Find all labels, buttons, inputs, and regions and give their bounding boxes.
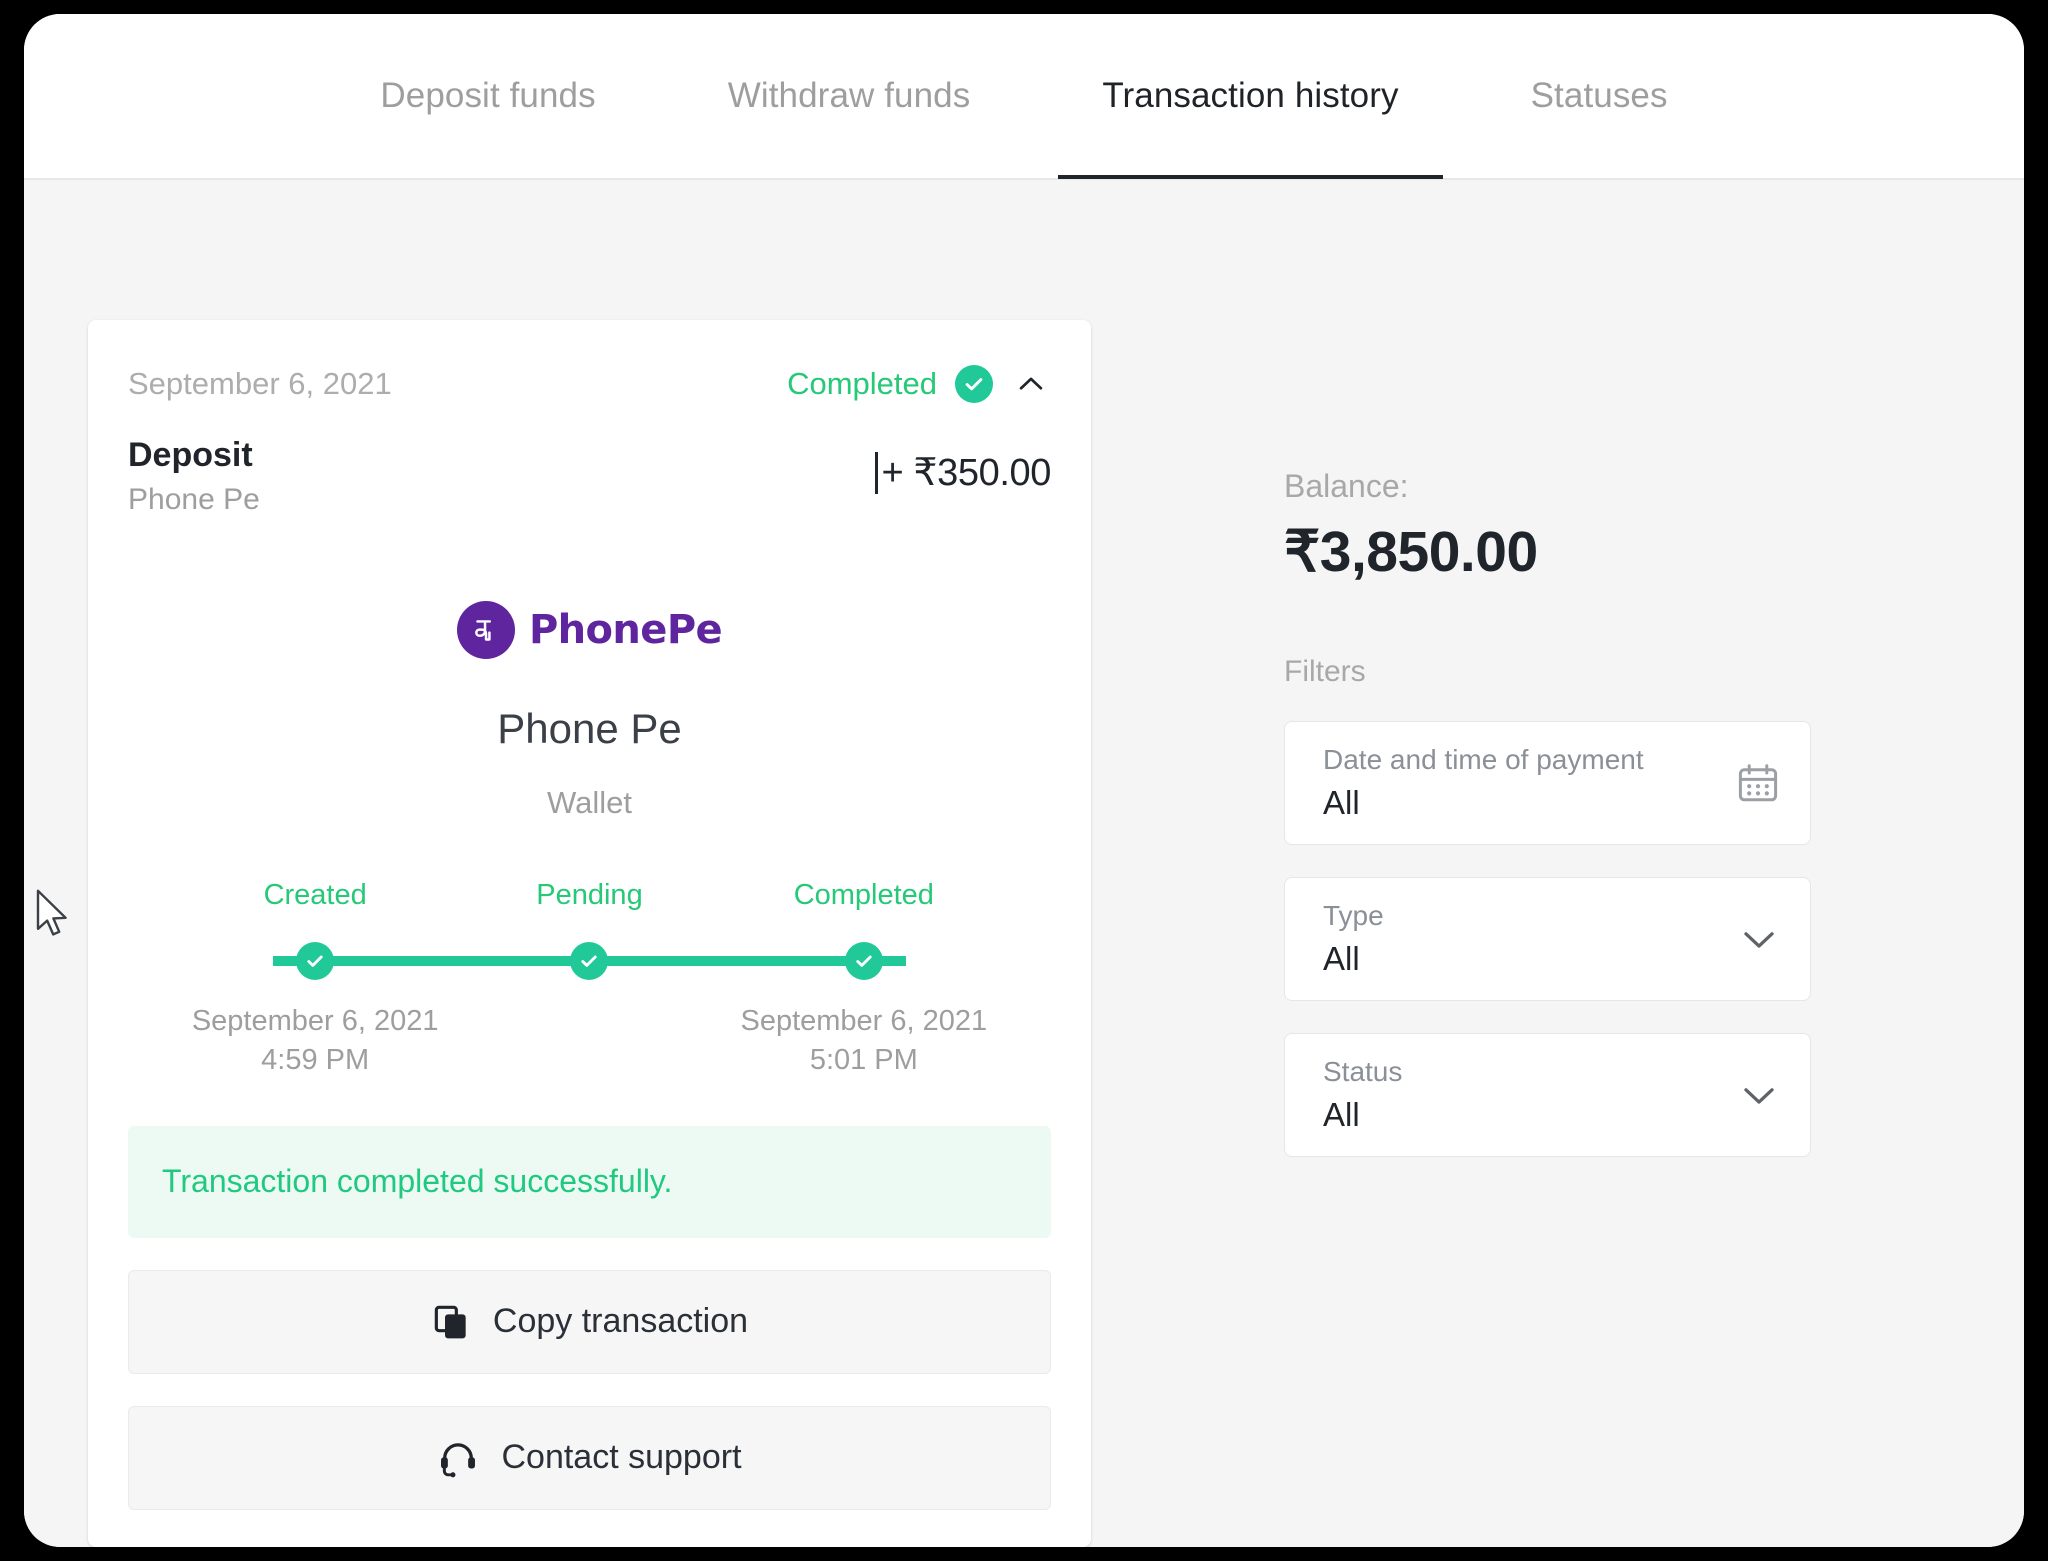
headset-icon — [437, 1437, 479, 1479]
timeline-node-cell — [727, 941, 1001, 980]
balance-label: Balance: — [1284, 468, 1409, 504]
filter-type[interactable]: Type All — [1284, 877, 1811, 1001]
filter-texts: Date and time of payment All — [1323, 743, 1644, 822]
timeline-step-label: Completed — [793, 878, 934, 911]
timeline-step-date: September 6, 2021 — [740, 1004, 988, 1037]
transaction-type: Deposit — [128, 436, 253, 474]
contact-support-button[interactable]: Contact support — [128, 1405, 1051, 1510]
tab-withdraw-funds[interactable]: Withdraw funds — [684, 14, 1015, 179]
timeline-check-icon — [844, 941, 883, 980]
timeline-node-cell — [178, 941, 452, 980]
transaction-type-block: Deposit Phone Pe — [128, 434, 260, 517]
transaction-header: September 6, 2021 Completed — [128, 360, 1051, 408]
filter-label: Status — [1323, 1056, 1403, 1088]
copy-icon — [431, 1302, 471, 1342]
transaction-list-column: September 6, 2021 Completed Deposit — [24, 180, 1239, 1547]
timeline-track — [178, 941, 1001, 980]
tab-deposit-funds[interactable]: Deposit funds — [336, 14, 639, 179]
tab-transaction-history[interactable]: Transaction history — [1058, 14, 1443, 179]
filters-label: Filters — [1284, 655, 1366, 688]
timeline-step-date: September 6, 2021 — [191, 1004, 439, 1037]
page-body: September 6, 2021 Completed Deposit — [24, 180, 2024, 1547]
filter-texts: Status All — [1323, 1055, 1402, 1134]
transaction-date: September 6, 2021 — [128, 366, 392, 401]
tab-label: Statuses — [1530, 76, 1668, 115]
timeline-nodes — [178, 941, 1001, 980]
calendar-icon[interactable] — [1734, 759, 1782, 807]
tab-statuses[interactable]: Statuses — [1487, 14, 1712, 179]
filter-label: Date and time of payment — [1323, 744, 1644, 776]
timeline-check-icon — [296, 941, 335, 980]
filter-label: Type — [1323, 900, 1384, 932]
sidebar-panel: Balance: ₹3,850.00 Filters Date and time… — [1239, 180, 2024, 1547]
copy-transaction-button[interactable]: Copy transaction — [128, 1269, 1051, 1374]
transaction-amount-wrap: + ₹350.00 — [875, 450, 1051, 495]
success-banner: Transaction completed successfully. — [128, 1125, 1051, 1238]
phonepe-mark-icon — [456, 600, 515, 659]
tab-bar: Deposit funds Withdraw funds Transaction… — [24, 14, 2024, 180]
timeline-step-label: Created — [263, 878, 367, 911]
copy-transaction-label: Copy transaction — [492, 1302, 749, 1341]
filter-date-and-time[interactable]: Date and time of payment All — [1284, 721, 1811, 845]
timeline-labels: Created Pending Completed — [178, 879, 1001, 912]
filter-texts: Type All — [1323, 899, 1384, 978]
chevron-down-icon[interactable] — [1736, 1072, 1782, 1118]
timeline-check-icon — [570, 941, 609, 980]
transaction-method: Phone Pe — [128, 482, 260, 516]
status-badge: Completed — [787, 366, 937, 401]
transaction-status: Completed — [787, 364, 1051, 404]
check-circle-icon — [955, 365, 993, 403]
transaction-summary: Deposit Phone Pe + ₹350.00 — [128, 434, 1051, 517]
transaction-amount: + ₹350.00 — [881, 452, 1051, 494]
transaction-timeline: Created Pending Completed — [128, 879, 1051, 1080]
timeline-node-cell — [452, 941, 726, 980]
timeline-step-time: 5:01 PM — [809, 1043, 918, 1076]
filter-status[interactable]: Status All — [1284, 1033, 1811, 1157]
contact-support-label: Contact support — [501, 1438, 742, 1477]
timeline-timestamp — [452, 1002, 726, 1080]
tab-label: Transaction history — [1102, 76, 1399, 115]
transaction-card[interactable]: September 6, 2021 Completed Deposit — [88, 320, 1091, 1547]
success-message: Transaction completed successfully. — [162, 1163, 673, 1200]
filter-value: All — [1323, 784, 1360, 821]
timeline-timestamp: September 6, 2021 5:01 PM — [727, 1002, 1001, 1080]
chevron-up-icon[interactable] — [1011, 364, 1051, 404]
app-window: Deposit funds Withdraw funds Transaction… — [24, 14, 2024, 1547]
filter-value: All — [1323, 940, 1360, 977]
text-caret — [875, 451, 879, 494]
phonepe-logo: PhonePe — [456, 600, 723, 659]
timeline-timestamps: September 6, 2021 4:59 PM September 6, 2… — [178, 1002, 1001, 1080]
merchant-name: Phone Pe — [497, 704, 682, 752]
provider-logo-block: PhonePe — [128, 600, 1051, 659]
tab-label: Deposit funds — [380, 76, 596, 115]
timeline-step-label: Pending — [536, 878, 643, 911]
timeline-timestamp: September 6, 2021 4:59 PM — [178, 1002, 452, 1080]
phonepe-wordmark: PhonePe — [528, 606, 723, 653]
timeline-step-time: 4:59 PM — [261, 1043, 370, 1076]
merchant-kind: Wallet — [547, 784, 632, 820]
tab-label: Withdraw funds — [727, 76, 971, 115]
filter-value: All — [1323, 1096, 1360, 1133]
balance-amount: ₹3,850.00 — [1284, 520, 1538, 584]
chevron-down-icon[interactable] — [1736, 916, 1782, 962]
